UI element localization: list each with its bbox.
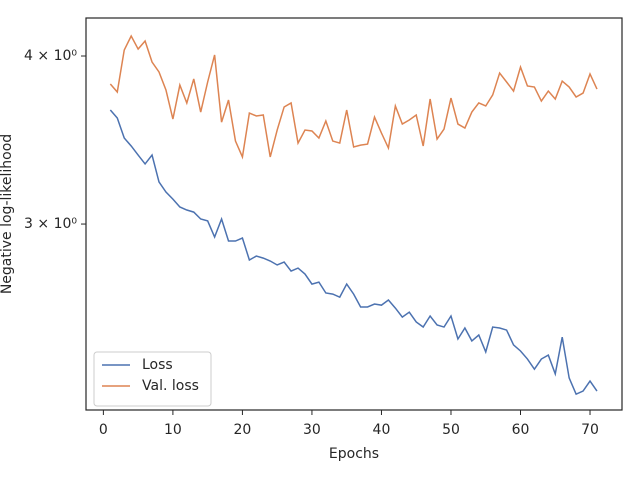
line-series: [109, 109, 598, 396]
legend: Loss Val. loss: [93, 351, 212, 407]
y-tick-label: 3 × 10⁰: [24, 216, 77, 232]
legend-label: Loss: [142, 357, 173, 373]
x-axis-label: Epochs: [329, 446, 379, 462]
x-tick-label: 20: [234, 422, 252, 438]
y-tick-label: 4 × 10⁰: [24, 48, 77, 64]
x-tick-label: 40: [373, 422, 391, 438]
line-series: [109, 34, 598, 160]
x-tick-label: 60: [512, 422, 530, 438]
x-tick-label: 10: [164, 422, 182, 438]
x-tick-label: 0: [99, 422, 108, 438]
x-tick-label: 70: [581, 422, 599, 438]
x-tick-label: 30: [303, 422, 321, 438]
x-tick-label: 50: [442, 422, 460, 438]
y-axis-label: Negative log-likelihood: [0, 134, 15, 294]
legend-label: Val. loss: [142, 378, 199, 394]
plot-frame: [85, 17, 623, 411]
